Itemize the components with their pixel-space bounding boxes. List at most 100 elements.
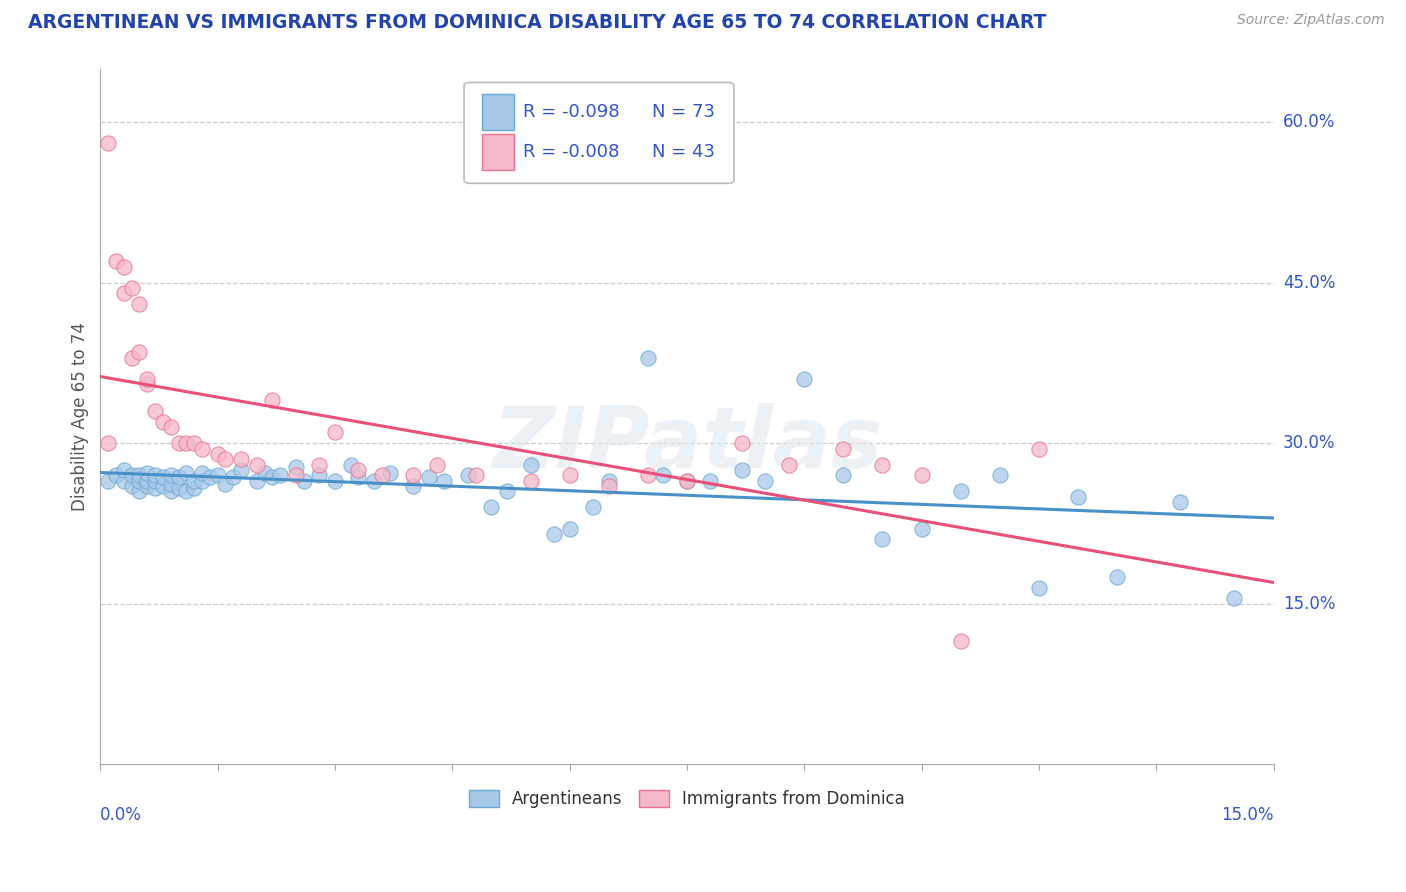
Point [1107,570,1129,584]
Point [167,481,190,495]
Point [176,466,198,480]
Point [652,468,675,483]
Text: 60.0%: 60.0% [1282,113,1336,131]
Point [136,372,159,386]
Point [214,476,236,491]
Legend: Argentineans, Immigrants from Dominica: Argentineans, Immigrants from Dominica [463,783,912,815]
Text: R = -0.008: R = -0.008 [523,143,619,161]
Point [402,468,425,483]
Point [176,484,198,499]
Point [222,470,245,484]
Point [371,468,394,483]
Point [676,474,699,488]
Point [699,474,721,488]
Point [363,474,385,488]
Point [731,463,754,477]
Text: 15.0%: 15.0% [1282,595,1336,613]
Point [582,500,605,515]
Point [464,468,486,483]
Text: ZIPatlas: ZIPatlas [492,402,882,486]
Text: 0.0%: 0.0% [100,806,142,824]
Point [152,470,174,484]
Point [347,463,370,477]
Point [231,463,253,477]
Point [112,463,135,477]
Point [558,468,581,483]
Text: 45.0%: 45.0% [1282,274,1336,292]
Point [136,466,159,480]
Point [143,468,166,483]
Text: Source: ZipAtlas.com: Source: ZipAtlas.com [1237,13,1385,28]
Point [143,404,166,418]
Point [253,466,276,480]
Point [292,474,315,488]
Point [1028,581,1050,595]
Point [143,474,166,488]
Point [262,470,284,484]
Point [121,281,143,295]
Point [558,522,581,536]
Point [262,393,284,408]
Point [949,484,972,499]
Point [121,479,143,493]
Point [339,458,361,472]
Point [988,468,1011,483]
FancyBboxPatch shape [482,95,515,130]
Point [949,634,972,648]
Text: 15.0%: 15.0% [1220,806,1274,824]
Point [198,470,221,484]
FancyBboxPatch shape [464,82,734,184]
Point [457,468,479,483]
Point [323,474,346,488]
Point [598,474,620,488]
Point [128,297,150,311]
Point [519,474,541,488]
Point [136,479,159,493]
Point [176,436,198,450]
Point [872,533,894,547]
Point [246,458,269,472]
Point [207,468,229,483]
Point [637,351,659,365]
Point [97,436,120,450]
Point [112,286,135,301]
Point [832,442,855,456]
Point [159,476,181,491]
Point [418,470,440,484]
Point [183,436,205,450]
Point [191,474,214,488]
Point [143,481,166,495]
Point [191,442,214,456]
Point [104,468,127,483]
Point [496,484,519,499]
Point [214,452,236,467]
Point [128,468,150,483]
Point [284,459,307,474]
Point [246,474,269,488]
Point [152,415,174,429]
Point [159,484,181,499]
Point [136,474,159,488]
Point [308,458,330,472]
Point [793,372,815,386]
Point [159,420,181,434]
Point [1168,495,1191,509]
Point [598,479,620,493]
Point [637,468,659,483]
Point [347,470,370,484]
Point [112,260,135,274]
Text: N = 73: N = 73 [652,103,714,121]
Point [167,436,190,450]
Point [97,136,120,151]
Point [128,474,150,488]
Point [1223,591,1246,606]
Point [183,481,205,495]
Point [159,468,181,483]
Y-axis label: Disability Age 65 to 74: Disability Age 65 to 74 [72,322,89,511]
Point [269,468,291,483]
Point [481,500,503,515]
Point [676,474,699,488]
Point [284,468,307,483]
Point [832,468,855,483]
Point [191,466,214,480]
